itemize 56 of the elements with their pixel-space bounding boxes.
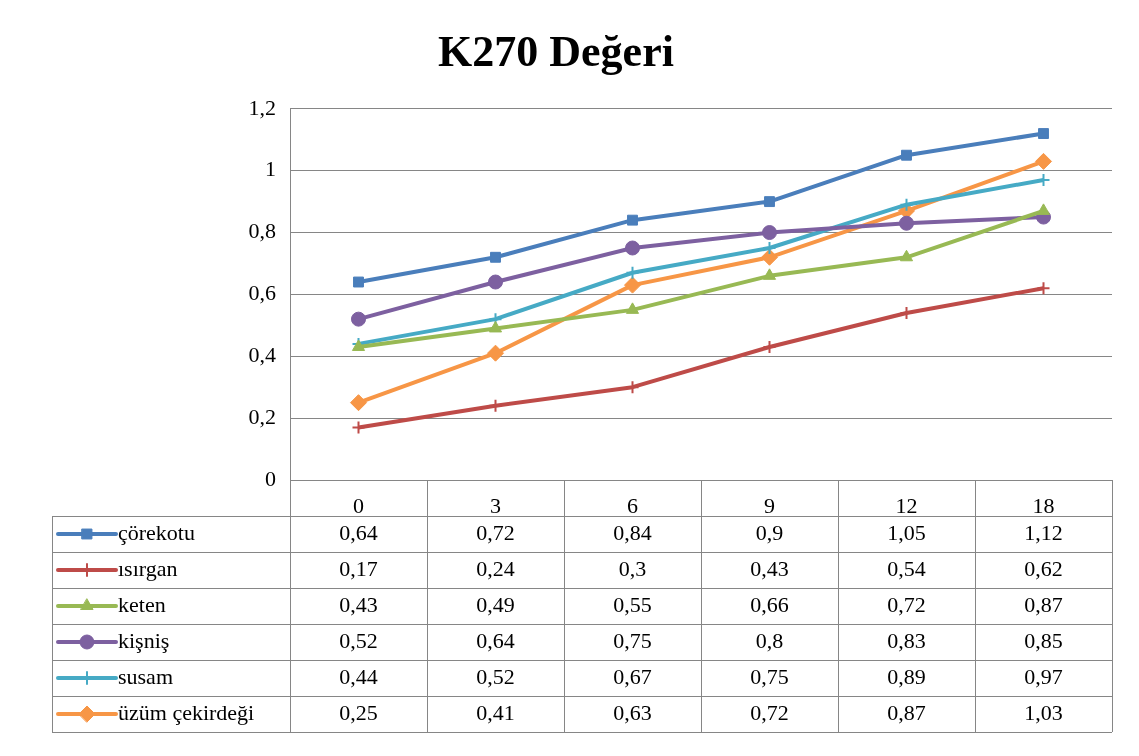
data-label: 0,84 [613, 519, 652, 545]
data-label: 0,83 [887, 627, 926, 653]
x-tick-label: 12 [895, 492, 918, 518]
legend-label: ısırgan [118, 555, 178, 581]
data-label: 0,89 [887, 663, 926, 689]
data-label: 1,05 [887, 519, 926, 545]
data-label: 0,24 [476, 555, 515, 581]
data-label: 0,72 [887, 591, 926, 617]
data-label: 0,62 [1024, 555, 1063, 581]
y-tick-label: 1,2 [248, 94, 276, 120]
data-label: 0,52 [476, 663, 515, 689]
legend-label: susam [118, 663, 173, 689]
data-label: 0,25 [339, 699, 378, 725]
x-tick-label: 9 [764, 492, 775, 518]
y-tick-label: 0,8 [248, 218, 276, 244]
x-tick-label: 18 [1032, 492, 1055, 518]
data-label: 0,17 [339, 555, 378, 581]
data-label: 0,54 [887, 555, 926, 581]
x-tick-label: 6 [627, 492, 638, 518]
data-label: 0,72 [750, 699, 789, 725]
chart-title: K270 Değeri [438, 26, 674, 76]
data-label: 0,72 [476, 519, 515, 545]
legend-label: çörekotu [118, 519, 195, 545]
y-tick-label: 0,6 [248, 280, 276, 306]
data-label: 1,03 [1024, 699, 1063, 725]
data-label: 0,75 [750, 663, 789, 689]
data-label: 0,75 [613, 627, 652, 653]
data-label: 0,41 [476, 699, 515, 725]
data-label: 0,85 [1024, 627, 1063, 653]
data-label: 0,87 [1024, 591, 1063, 617]
legend-label: keten [118, 591, 166, 617]
data-label: 0,55 [613, 591, 652, 617]
data-label: 0,44 [339, 663, 378, 689]
data-label: 0,3 [618, 555, 647, 581]
data-label: 0,63 [613, 699, 652, 725]
data-label: 0,52 [339, 627, 378, 653]
data-label: 0,67 [613, 663, 652, 689]
data-label: 0,43 [339, 591, 378, 617]
data-label: 0,43 [750, 555, 789, 581]
data-label: 0,49 [476, 591, 515, 617]
y-tick-label: 0,4 [248, 342, 276, 368]
y-tick-label: 1 [265, 156, 276, 182]
data-label: 0,97 [1024, 663, 1063, 689]
data-label: 0,87 [887, 699, 926, 725]
legend-label: üzüm çekirdeği [118, 699, 255, 725]
x-tick-label: 0 [353, 492, 364, 518]
y-tick-label: 0,2 [248, 403, 276, 429]
x-tick-label: 3 [490, 492, 501, 518]
data-label: 0,64 [339, 519, 378, 545]
data-label: 0,64 [476, 627, 515, 653]
legend-label: kişniş [118, 627, 170, 653]
data-label: 1,12 [1024, 519, 1063, 545]
data-label: 0,9 [755, 519, 784, 545]
y-tick-label: 0 [265, 465, 276, 491]
data-label: 0,8 [755, 627, 784, 653]
data-label: 0,66 [750, 591, 789, 617]
